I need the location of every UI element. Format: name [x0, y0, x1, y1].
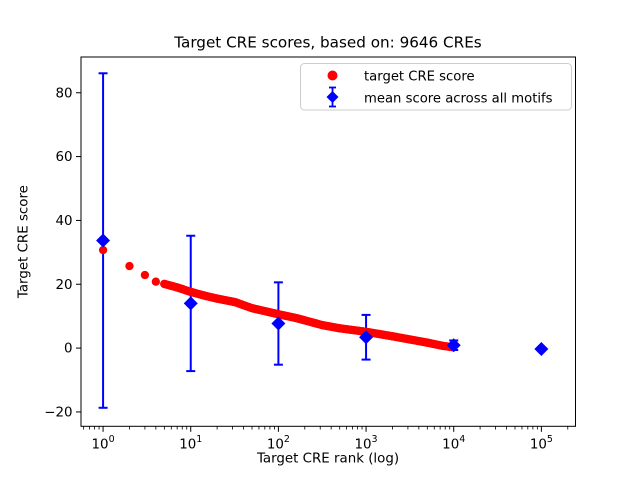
legend-label-target-score: target CRE score: [364, 69, 475, 84]
mean-score-diamond: [96, 233, 111, 248]
mean-score-diamond: [534, 342, 549, 357]
x-axis-minor-ticks: [83, 426, 569, 430]
mean-score-diamond: [183, 296, 198, 311]
mean-score-diamond: [359, 330, 374, 345]
x-axis-label: Target CRE rank (log): [256, 452, 399, 467]
svg-text:104: 104: [442, 434, 465, 453]
svg-text:100: 100: [92, 434, 115, 453]
mean-score-diamond: [446, 338, 461, 353]
svg-text:101: 101: [179, 434, 202, 453]
svg-text:20: 20: [55, 278, 72, 293]
svg-text:102: 102: [267, 434, 290, 453]
svg-text:60: 60: [55, 150, 72, 165]
svg-text:103: 103: [355, 434, 378, 453]
svg-text:−20: −20: [44, 406, 72, 421]
y-axis-ticks: −20 0 20 40 60 80: [44, 86, 81, 421]
mean-score-diamond: [271, 316, 286, 331]
series-target-cre-score: [98, 245, 457, 352]
legend-box: [300, 63, 572, 111]
legend-target-score-marker-icon: [327, 70, 338, 81]
legend-mean-score-marker-icon: [326, 86, 339, 108]
x-axis-major-ticks: 100 101 102 103 104 105: [92, 426, 553, 453]
svg-text:0: 0: [64, 342, 73, 357]
svg-text:40: 40: [55, 214, 72, 229]
plot-area: [80, 56, 576, 427]
chart-title: Target CRE scores, based on: 9646 CREs: [173, 34, 482, 52]
series-mean-score-markers: [96, 233, 549, 357]
legend: target CRE score mean score across all m…: [300, 63, 572, 111]
y-axis-label: Target CRE score: [17, 185, 32, 299]
svg-text:80: 80: [55, 86, 72, 101]
legend-label-mean-score: mean score across all motifs: [364, 91, 553, 106]
svg-text:105: 105: [530, 434, 553, 453]
